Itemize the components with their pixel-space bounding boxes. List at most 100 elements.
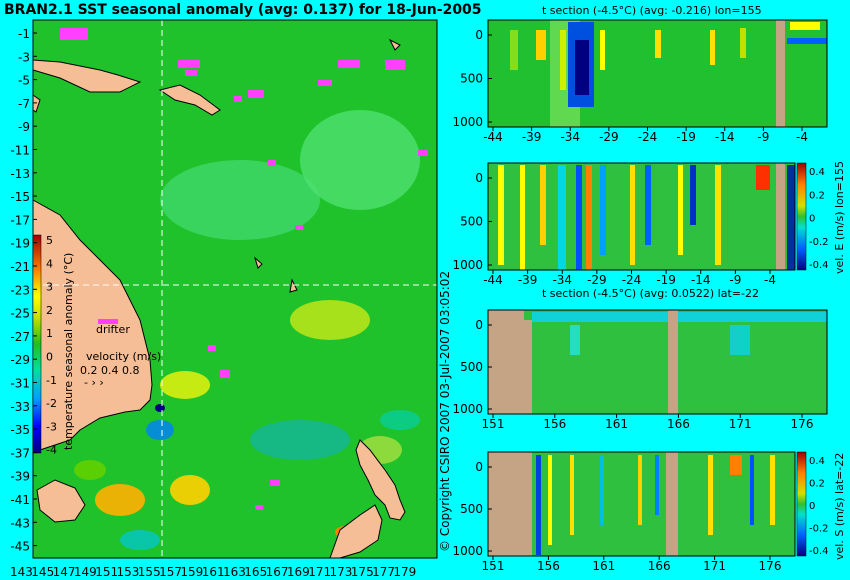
drifter-marks (60, 28, 428, 510)
anomaly-patches (74, 110, 420, 550)
map-y-tick-label: -17 (10, 213, 30, 227)
map-colorbar (32, 234, 42, 454)
map-y-tick-label: -11 (10, 144, 30, 158)
panel-y-tick-label: 500 (460, 215, 483, 229)
map-x-tick-label: 155 (138, 565, 161, 579)
map-y-tick-label: -35 (10, 423, 30, 437)
panel-y-tick-label: 1000 (452, 544, 483, 558)
panel-4-colorbar-label: vel. S (m/s) lat=-22 (833, 452, 846, 560)
map-y-tick-label: -5 (18, 74, 30, 88)
map-y-tick-label: -19 (10, 237, 30, 251)
map-x-tick-label: 143 (10, 565, 33, 579)
map-x-ticks: 1431451471491511531551571591611631651671… (10, 565, 416, 579)
panel-x-tick-label: -24 (638, 130, 658, 144)
map-x-tick-label: 147 (53, 565, 76, 579)
panel-3 (487, 309, 828, 415)
colorbar-tick-label: -3 (46, 420, 57, 433)
panel-x-tick-label: -9 (729, 273, 741, 287)
panel-y-tick-label: 0 (475, 171, 483, 185)
panel-x-tick-label: -39 (518, 273, 538, 287)
panel-colorbar-tick-label: -0.2 (809, 524, 829, 535)
panel-4-colorbar (796, 451, 807, 557)
map-y-tick-label: -7 (18, 97, 30, 111)
map-y-tick-label: -41 (10, 493, 30, 507)
panel-x-tick-label: -14 (715, 130, 735, 144)
drifter-label: drifter (96, 323, 130, 336)
map-x-tick-label: 167 (266, 565, 289, 579)
map-y-tick-label: -37 (10, 446, 30, 460)
map-y-tick-label: -23 (10, 283, 30, 297)
panel-y-tick-label: 1000 (452, 115, 483, 129)
map-y-tick-label: -33 (10, 400, 30, 414)
colorbar-tick-label: -2 (46, 397, 57, 410)
panel-x-tick-label: 176 (759, 559, 782, 573)
panel-x-tick-label: 156 (543, 417, 566, 431)
map-colorbar-label: temperature seasonal anomaly (°C) (62, 252, 75, 450)
panel-colorbar-tick-label: 0.4 (809, 456, 825, 467)
map-x-tick-label: 171 (308, 565, 331, 579)
panel-x-tick-label: -24 (622, 273, 642, 287)
map-x-tick-label: 169 (287, 565, 310, 579)
panel-colorbar-tick-label: 0.2 (809, 190, 825, 201)
panel-x-tick-label: 161 (605, 417, 628, 431)
panel-x-tick-label: 176 (791, 417, 814, 431)
map-x-tick-label: 179 (393, 565, 416, 579)
panel-2 (487, 162, 807, 271)
colorbar-tick-label: 2 (46, 304, 53, 317)
map-x-tick-label: 157 (159, 565, 182, 579)
colorbar-tick-label: 3 (46, 281, 53, 294)
panel-x-tick-label: 151 (482, 559, 505, 573)
panel-x-tick-label: -34 (560, 130, 580, 144)
panel-x-tick-label: 166 (667, 417, 690, 431)
map-y-tick-label: -43 (10, 516, 30, 530)
sst-map: 5 4 3 2 1 0 -1 -2 -3 -4 -1 -3 -5 -7 -9 -11 -13 -15 -17 -19… (10, 19, 438, 579)
panel-x-tick-label: 161 (592, 559, 615, 573)
panel-x-tick-label: 171 (729, 417, 752, 431)
map-x-tick-label: 173 (330, 565, 353, 579)
map-x-tick-label: 177 (372, 565, 395, 579)
map-y-tick-label: -25 (10, 307, 30, 321)
velocity-label: velocity (m/s) (86, 350, 162, 363)
map-x-tick-label: 161 (202, 565, 225, 579)
panel-y-tick-label: 0 (475, 460, 483, 474)
colorbar-tick-label: 4 (46, 257, 53, 270)
colorbar-tick-label: -1 (46, 374, 57, 387)
velocity-arrows: ‐ › › (84, 376, 104, 389)
colorbar-tick-label: 5 (46, 234, 53, 247)
panel-y-tick-label: 500 (460, 72, 483, 86)
map-x-tick-label: 163 (223, 565, 246, 579)
panel-x-tick-label: -14 (691, 273, 711, 287)
map-x-tick-label: 149 (74, 565, 97, 579)
panel-3-title: t section (-4.5°C) (avg: 0.0522) lat=-22 (542, 287, 759, 300)
map-y-tick-label: -9 (18, 120, 30, 134)
velocity-ticks: 0.2 0.4 0.8 (80, 364, 140, 377)
colorbar-tick-label: 0 (46, 351, 53, 364)
panel-1 (487, 19, 828, 128)
panel-colorbar-tick-label: 0.4 (809, 167, 825, 178)
panel-y-tick-label: 500 (460, 360, 483, 374)
panel-x-tick-label: 151 (482, 417, 505, 431)
panel-x-tick-label: 171 (703, 559, 726, 573)
panel-y-tick-label: 0 (475, 28, 483, 42)
panel-4 (487, 451, 807, 557)
map-y-tick-label: -29 (10, 353, 30, 367)
panel-x-tick-label: -34 (552, 273, 572, 287)
colorbar-tick-label: 1 (46, 327, 53, 340)
panel-x-tick-label: -19 (656, 273, 676, 287)
panel-colorbar-tick-label: 0.2 (809, 479, 825, 490)
panel-1-title: t section (-4.5°C) (avg: -0.216) lon=155 (542, 4, 762, 17)
map-y-tick-label: -39 (10, 470, 30, 484)
map-x-tick-label: 159 (180, 565, 203, 579)
panel-colorbar-tick-label: -0.4 (809, 546, 829, 557)
panel-x-tick-label: -29 (587, 273, 607, 287)
panel-colorbar-tick-label: -0.2 (809, 237, 829, 248)
map-x-tick-label: 175 (351, 565, 374, 579)
map-x-tick-label: 153 (117, 565, 140, 579)
panel-x-tick-label: -44 (483, 273, 503, 287)
land (32, 38, 406, 559)
panel-x-tick-label: -44 (483, 130, 503, 144)
map-y-tick-label: -45 (10, 540, 30, 554)
panel-y-tick-label: 0 (475, 318, 483, 332)
